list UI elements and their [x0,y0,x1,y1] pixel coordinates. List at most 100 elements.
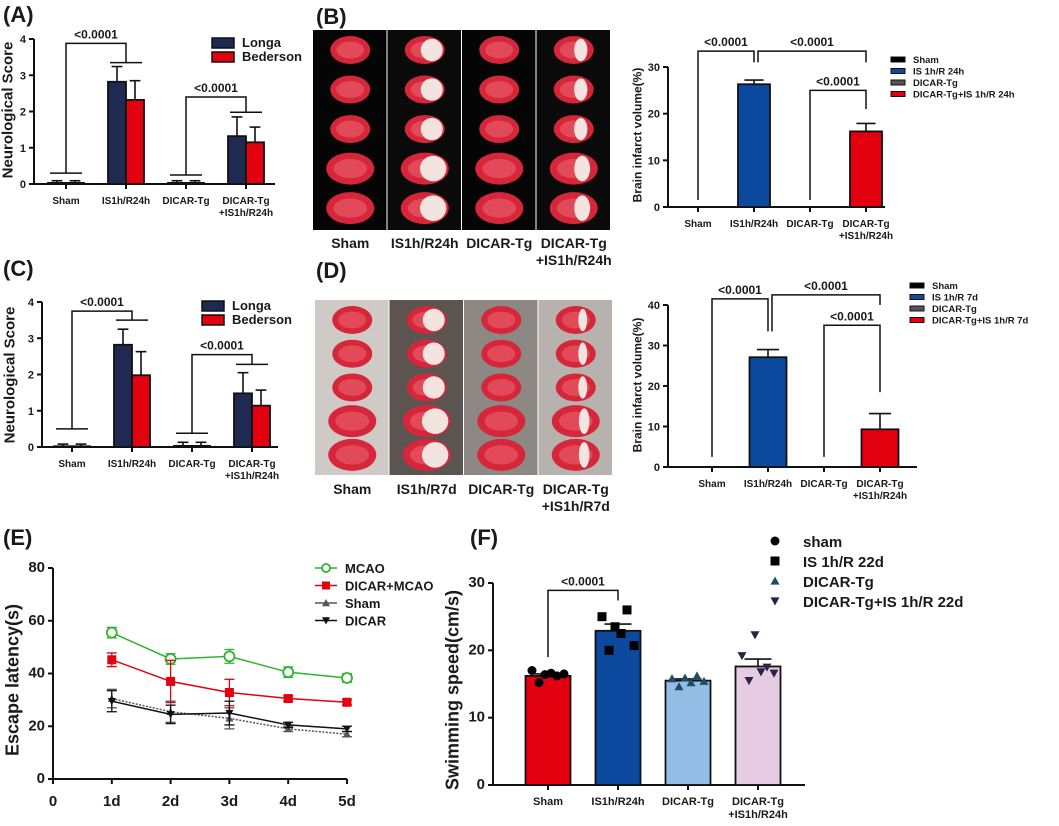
e-y-tick-label: 0 [37,770,45,787]
e-y-tick-label: 80 [28,559,45,576]
b-legend-label: DICAR-Tg [913,78,958,89]
b-legend-label: IS 1h/R 24h [913,67,964,78]
c-y-tick-label: 0 [28,442,34,454]
f-data-point [604,645,614,655]
e-x-tick-label: 2d [162,793,180,810]
brain-infarct-area [419,155,447,182]
a-y-tick-label: 1 [20,143,26,155]
a-y-tick-label: 3 [20,70,26,82]
e-legend-label: DICAR+MCAO [345,579,433,594]
f-data-point [610,622,620,632]
b-legend-swatch [890,56,906,63]
b-legend-label: DICAR-Tg+IS 1h/R 24h [913,90,1015,101]
e-data-point [223,650,236,663]
brain-infarct-area [420,38,443,62]
brain-slice-highlight [333,159,368,179]
c-bar [113,343,133,448]
c-p-value-label: <0.0001 [80,295,124,309]
b-category-label-line: +IS1h/R24h [839,231,893,242]
f-data-point [597,612,607,622]
f-legend-label: DICAR-Tg+IS 1h/R 22d [803,594,963,611]
brain-infarct-area [420,78,443,101]
f-legend-marker [770,556,780,566]
c-legend-swatch [201,314,225,326]
c-legend-label: Longa [232,298,272,313]
a-category-label: IS1h/R24h [102,196,150,207]
brain-infarct-area [578,408,590,434]
d-legend-swatch [909,294,925,300]
e-legend-marker [322,617,330,625]
brain-slice-highlight [487,345,516,363]
brain-slice-highlight [487,379,516,396]
f-legend-label: DICAR-Tg [803,574,874,591]
a-category-label: Sham [52,196,79,207]
a-category-label-line: +IS1h/R24h [219,208,273,219]
e-data-point [105,626,118,639]
f-data-point [667,674,677,683]
d-p-value-label: <0.0001 [830,309,874,323]
f-y-tick-label: 0 [477,776,485,793]
e-x-tick-label: 4d [279,793,297,810]
f-y-tick-label: 30 [468,574,485,591]
brain-slice-highlight [482,159,517,179]
e-data-point [343,725,351,733]
e-y-tick-label: 60 [28,612,45,629]
e-data-point [107,697,116,706]
e-legend-marker [322,581,330,590]
a-p-value-label: <0.0001 [74,27,118,41]
b-significance-bracket [697,50,755,200]
b-category-label: IS1h/R24h [730,219,778,230]
b-legend-swatch [890,91,906,97]
a-bar [65,182,85,185]
f-legend-label: sham [803,534,842,551]
b-legend-label: Sham [913,55,939,66]
c-category-label: DICAR-Tg [168,459,215,470]
f-category-label-line: DICAR-Tg [732,796,784,808]
f-category-label: DICAR-Tg +IS1h/R24h [728,796,788,821]
c-y-tick-label: 4 [28,297,35,309]
a-legend-swatch [211,51,235,63]
f-data-point [534,678,544,688]
brain-infarct-area [578,342,588,365]
brain-slice-highlight [338,379,367,396]
b-photo-label-line: +IS1h/R24h [536,252,612,268]
f-data-point [692,671,702,680]
brain-infarct-area [422,342,445,365]
d-legend-swatch [909,282,925,289]
c-bar [191,445,211,448]
a-y-axis-title: Neurological Score [0,42,17,179]
brain-infarct-area [578,442,590,468]
brain-slice-highlight [485,81,514,98]
d-legend-swatch [909,317,925,323]
b-p-value-label: <0.0001 [704,35,748,49]
c-legend-swatch [201,300,225,312]
brain-slice-highlight [485,41,514,59]
f-category-label: IS1h/R24h [591,796,644,808]
c-bar [233,392,253,448]
e-data-point [283,694,293,704]
a-category-label: DICAR-Tg [162,196,209,207]
b-y-tick-label: 0 [654,202,660,214]
panel-label-c: (C) [3,256,34,281]
f-bar [594,629,642,786]
b-category-label: DICAR-Tg [786,219,833,230]
f-category-label: Sham [533,796,563,808]
d-photo-label: IS1h/R7d [397,481,457,497]
brain-infarct-area [574,195,591,221]
c-bar [71,445,91,448]
a-p-value-label: <0.0001 [194,81,238,95]
e-legend-marker [322,599,330,607]
a-significance-bracket [185,96,247,175]
e-legend-label: DICAR [345,614,387,629]
a-bar [167,182,187,185]
b-significance-bracket [809,89,867,200]
b-photo-label-line: DICAR-Tg [541,235,607,251]
b-category-label: Sham [684,219,711,230]
b-p-value-label: <0.0001 [790,35,834,49]
brain-infarct-area [421,408,449,434]
d-category-label: Sham [698,479,725,490]
a-y-tick-label: 2 [20,107,26,119]
f-category-label-line: +IS1h/R24h [728,809,788,821]
f-bar [734,665,782,786]
